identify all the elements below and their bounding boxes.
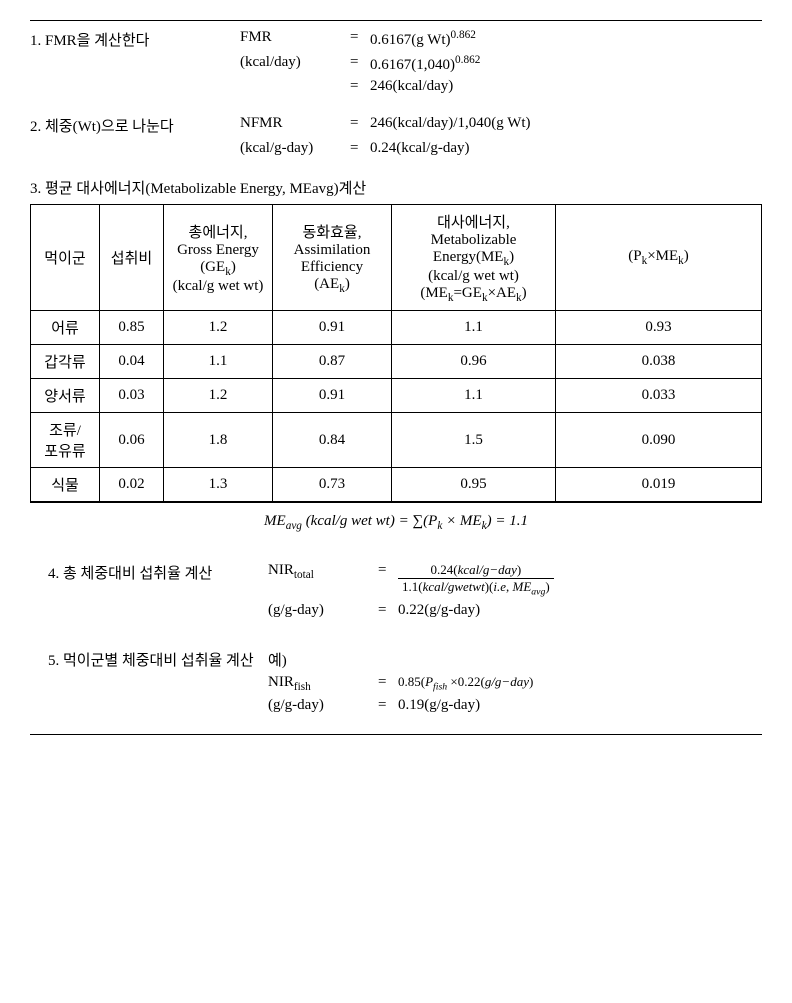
- step1-val-1: 0.6167(1,040)0.862: [370, 54, 762, 74]
- col-header: (Pk×MEk): [556, 205, 762, 311]
- step5-val-1: 0.19(g/g-day): [398, 697, 762, 714]
- step2-label: 2. 체중(Wt)으로 나눈다: [30, 115, 240, 136]
- step2-val-1: 0.24(kcal/g-day): [370, 140, 762, 157]
- table-cell: 0.91: [273, 379, 392, 413]
- table-cell: 식물: [31, 468, 100, 502]
- eq-sign: =: [378, 562, 398, 579]
- frac-den: 1.1(kcal/gwetwt)(i.e, MEavg): [398, 579, 554, 598]
- table-cell: 1.8: [164, 413, 273, 468]
- col-header: 섭취비: [100, 205, 164, 311]
- table-cell: 0.85: [100, 311, 164, 345]
- table-cell: 1.5: [392, 413, 556, 468]
- step5-example: 예): [268, 649, 378, 670]
- col-header: 동화효율,Assimilation Efficiency(AEk): [273, 205, 392, 311]
- table-cell: 1.3: [164, 468, 273, 502]
- eq-sign: =: [350, 29, 370, 46]
- table-cell: 어류: [31, 311, 100, 345]
- table-cell: 0.73: [273, 468, 392, 502]
- step1-label: 1. FMR을 계산한다: [30, 29, 240, 50]
- eq-sign: =: [350, 54, 370, 71]
- table-cell: 1.2: [164, 311, 273, 345]
- table-row: 식물0.021.30.730.950.019: [31, 468, 762, 502]
- step5-label: 5. 먹이군별 체중대비 섭취율 계산: [30, 649, 268, 670]
- frac-num: 0.24(kcal/g−day): [398, 562, 554, 579]
- table-cell: 0.02: [100, 468, 164, 502]
- table-cell: 0.91: [273, 311, 392, 345]
- step1-val-0: 0.6167(g Wt)0.862: [370, 29, 762, 49]
- eq-sign: =: [350, 140, 370, 157]
- table-row: 어류0.851.20.911.10.93: [31, 311, 762, 345]
- table-cell: 1.2: [164, 379, 273, 413]
- table-row: 양서류0.031.20.911.10.033: [31, 379, 762, 413]
- table-header-row: 먹이군 섭취비 총에너지,Gross Energy(GEk)(kcal/g we…: [31, 205, 762, 311]
- step2-val-0: 246(kcal/day)/1,040(g Wt): [370, 115, 762, 132]
- top-rule: [30, 20, 762, 21]
- step1-unit: FMR: [240, 29, 350, 46]
- table-cell: 0.95: [392, 468, 556, 502]
- eq-sign: =: [350, 115, 370, 132]
- step4-label: 4. 총 체중대비 섭취율 계산: [30, 562, 268, 583]
- step3-heading: 3. 평균 대사에너지(Metabolizable Energy, MEavg)…: [30, 177, 762, 198]
- bottom-rule: [30, 734, 762, 735]
- step5: 5. 먹이군별 체중대비 섭취율 계산 예) NIRfish = 0.85(Pf…: [30, 649, 762, 714]
- eq-sign: =: [378, 697, 398, 714]
- col-header: 대사에너지,Metabolizable Energy(MEk)(kcal/g w…: [392, 205, 556, 311]
- step5-val-0: 0.85(Pfish ×0.22(g/g−day): [398, 674, 762, 693]
- col-header: 총에너지,Gross Energy(GEk)(kcal/g wet wt): [164, 205, 273, 311]
- table-cell: 0.019: [556, 468, 762, 502]
- table-cell: 1.1: [392, 311, 556, 345]
- eq-sign: =: [350, 78, 370, 95]
- table-cell: 0.038: [556, 345, 762, 379]
- table-cell: 0.033: [556, 379, 762, 413]
- table-cell: 0.93: [556, 311, 762, 345]
- step4-unit-sub: (g/g-day): [268, 602, 378, 619]
- table-cell: 조류/포유류: [31, 413, 100, 468]
- table-cell: 갑각류: [31, 345, 100, 379]
- table-cell: 0.84: [273, 413, 392, 468]
- meavg-formula: MEavg (kcal/g wet wt) = ∑(Pk × MEk) = 1.…: [30, 502, 762, 538]
- step4-result: 0.22(g/g-day): [398, 602, 762, 619]
- table-cell: 0.090: [556, 413, 762, 468]
- data-table: 먹이군 섭취비 총에너지,Gross Energy(GEk)(kcal/g we…: [30, 204, 762, 502]
- table-cell: 0.04: [100, 345, 164, 379]
- table-row: 조류/포유류0.061.80.841.50.090: [31, 413, 762, 468]
- step1-val-2: 246(kcal/day): [370, 78, 762, 95]
- table-cell: 양서류: [31, 379, 100, 413]
- step1-unit-sub: (kcal/day): [240, 54, 350, 71]
- step5-unit: NIRfish: [268, 674, 378, 693]
- step2-unit: NFMR: [240, 115, 350, 132]
- table-cell: 1.1: [164, 345, 273, 379]
- table-cell: 0.06: [100, 413, 164, 468]
- col-header: 먹이군: [31, 205, 100, 311]
- step4-unit: NIRtotal: [268, 562, 378, 581]
- step1: 1. FMR을 계산한다 FMR = 0.6167(g Wt)0.862 (kc…: [30, 29, 762, 95]
- step3: 3. 평균 대사에너지(Metabolizable Energy, MEavg)…: [30, 177, 762, 538]
- table-cell: 0.03: [100, 379, 164, 413]
- step4-frac: 0.24(kcal/g−day) 1.1(kcal/gwetwt)(i.e, M…: [398, 562, 762, 598]
- table-cell: 0.96: [392, 345, 556, 379]
- step5-unit-sub: (g/g-day): [268, 697, 378, 714]
- table-row: 갑각류0.041.10.870.960.038: [31, 345, 762, 379]
- step2: 2. 체중(Wt)으로 나눈다 NFMR = 246(kcal/day)/1,0…: [30, 115, 762, 157]
- eq-sign: =: [378, 602, 398, 619]
- table-cell: 1.1: [392, 379, 556, 413]
- eq-sign: =: [378, 674, 398, 691]
- step2-unit-sub: (kcal/g-day): [240, 140, 350, 157]
- step4: 4. 총 체중대비 섭취율 계산 NIRtotal = 0.24(kcal/g−…: [30, 562, 762, 619]
- table-cell: 0.87: [273, 345, 392, 379]
